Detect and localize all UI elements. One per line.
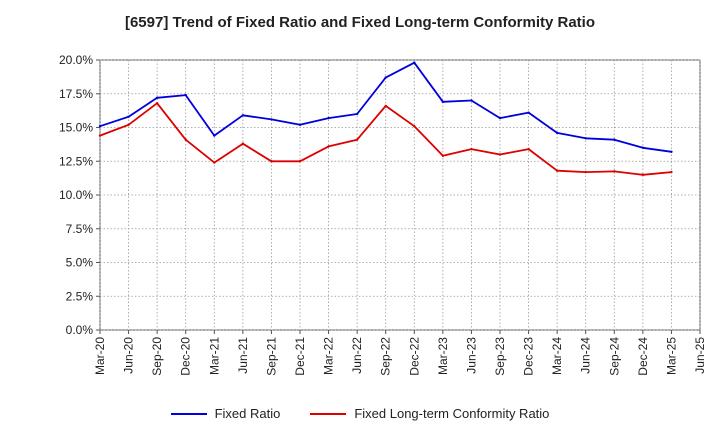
data-point xyxy=(498,153,502,156)
chart-title: [6597] Trend of Fixed Ratio and Fixed Lo… xyxy=(124,14,596,31)
data-point xyxy=(98,124,102,128)
legend-label-fixed-ratio: Fixed Ratio xyxy=(214,406,281,421)
data-point xyxy=(498,116,502,120)
x-tick-label: Sep-21 xyxy=(264,337,278,376)
data-point xyxy=(441,154,445,158)
data-point xyxy=(555,131,559,135)
data-point xyxy=(670,150,673,153)
y-tick-label: 0.0% xyxy=(66,323,94,337)
data-point xyxy=(298,123,302,127)
y-tick-label: 10.0% xyxy=(59,188,93,202)
data-point xyxy=(613,170,616,173)
y-tick-label: 7.5% xyxy=(66,222,94,236)
data-point xyxy=(355,112,359,116)
x-axis-ticks: Mar-20 Jun-20 Sep-20 Dec-20 Mar-21 Jun-21 Sep-… xyxy=(93,330,707,376)
data-point xyxy=(155,96,159,100)
data-point xyxy=(270,118,273,121)
data-point xyxy=(470,147,473,151)
data-point xyxy=(241,142,245,145)
legend-item-fixed-long-term-conformity-ratio: Fixed Long-term Conformity Ratio xyxy=(310,406,549,421)
x-tick-label: Mar-23 xyxy=(436,337,450,375)
x-tick-label: Sep-22 xyxy=(379,337,393,376)
x-tick-label: Sep-23 xyxy=(493,337,507,376)
x-tick-label: Mar-24 xyxy=(550,337,564,375)
x-tick-label: Mar-20 xyxy=(93,337,107,375)
legend: Fixed Ratio Fixed Long-term Conformity R… xyxy=(0,406,720,421)
data-point xyxy=(670,170,673,174)
legend-swatch-fixed-ratio xyxy=(170,412,207,415)
data-point xyxy=(127,123,130,127)
data-point xyxy=(413,61,416,64)
x-tick-label: Dec-24 xyxy=(636,337,650,376)
data-point xyxy=(441,100,445,104)
x-tick-label: Jun-21 xyxy=(236,337,250,374)
legend-label-fixed-long-term: Fixed Long-term Conformity Ratio xyxy=(354,406,550,421)
data-point xyxy=(555,169,559,172)
grid-lines xyxy=(99,59,701,331)
x-tick-label: Jun-23 xyxy=(464,337,478,374)
data-point xyxy=(384,76,387,79)
data-point xyxy=(470,99,473,102)
x-tick-label: Mar-22 xyxy=(322,337,336,375)
x-tick-label: Sep-24 xyxy=(607,337,621,376)
data-point xyxy=(298,160,302,163)
data-point xyxy=(641,146,645,149)
x-tick-label: Dec-21 xyxy=(293,337,307,376)
data-point xyxy=(184,93,187,97)
y-axis-ticks: 0.0% 2.5% 5.0% 7.5% 10.0% 12.5% 15.0% 17.5% 20.0… xyxy=(59,53,100,337)
data-point xyxy=(613,138,616,141)
y-tick-label: 17.5% xyxy=(59,87,93,101)
x-tick-label: Mar-21 xyxy=(207,337,221,375)
data-point xyxy=(184,138,187,141)
data-point xyxy=(270,160,273,163)
data-point xyxy=(355,138,359,141)
x-tick-label: Mar-25 xyxy=(664,337,678,375)
x-tick-label: Dec-23 xyxy=(522,337,536,376)
data-point xyxy=(127,115,130,118)
data-point xyxy=(527,147,530,151)
data-point xyxy=(584,170,587,174)
x-tick-label: Jun-25 xyxy=(693,337,707,374)
data-point xyxy=(641,173,645,176)
x-tick-label: Jun-20 xyxy=(122,337,136,374)
data-point xyxy=(327,145,330,148)
data-point xyxy=(584,137,587,140)
data-point xyxy=(241,114,245,117)
data-point xyxy=(327,116,330,120)
data-point xyxy=(527,111,530,114)
y-tick-label: 20.0% xyxy=(59,53,93,67)
data-point xyxy=(98,134,102,137)
x-tick-label: Dec-22 xyxy=(407,337,421,376)
x-tick-label: Jun-24 xyxy=(579,337,593,374)
legend-swatch-fixed-long-term xyxy=(310,412,347,415)
legend-item-fixed-ratio: Fixed Ratio xyxy=(170,406,281,421)
y-tick-label: 12.5% xyxy=(59,154,93,168)
y-tick-label: 2.5% xyxy=(66,289,94,303)
series-lines xyxy=(98,61,673,176)
data-point xyxy=(384,104,387,108)
x-tick-label: Jun-22 xyxy=(350,337,364,374)
data-point xyxy=(213,161,216,164)
data-point xyxy=(155,102,159,105)
data-point xyxy=(213,134,216,137)
data-point xyxy=(413,124,416,128)
y-tick-label: 15.0% xyxy=(59,121,93,135)
y-tick-label: 5.0% xyxy=(66,256,94,270)
x-tick-label: Sep-20 xyxy=(150,337,164,376)
x-tick-label: Dec-20 xyxy=(179,337,193,376)
